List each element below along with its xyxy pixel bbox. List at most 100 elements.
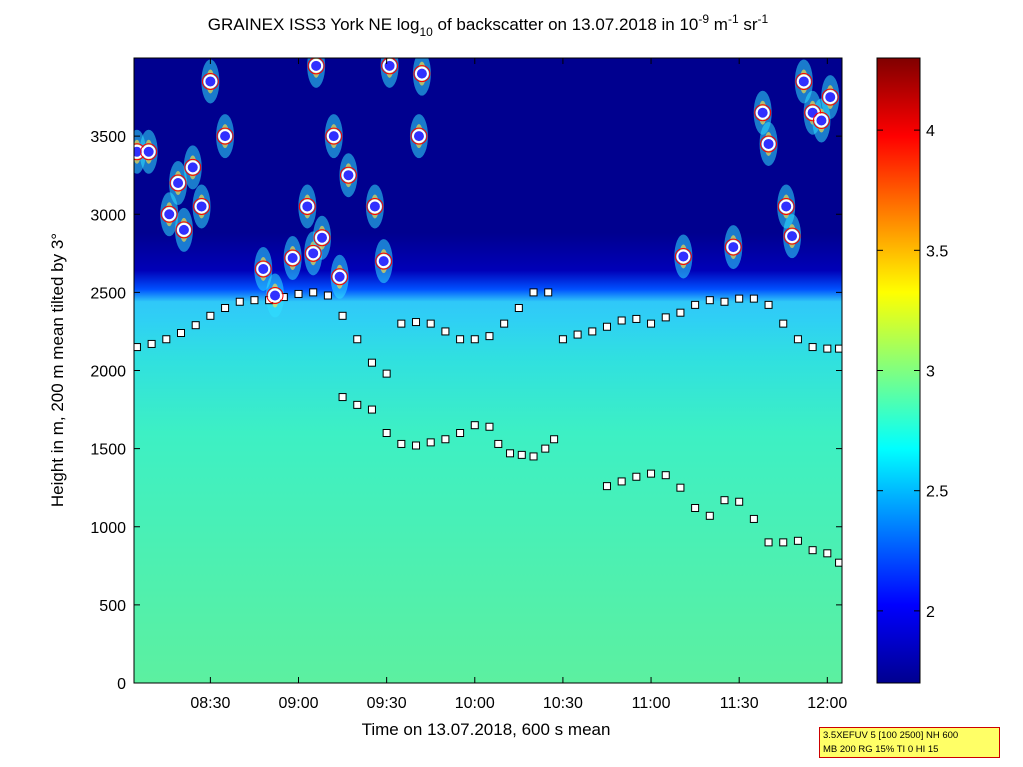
cloud-detection-ring [381, 58, 399, 75]
cloud-detection-ring [169, 174, 187, 192]
y-tick-label: 1500 [90, 442, 126, 459]
cloud-detection-circle [376, 254, 391, 269]
cloud-detection-circle [256, 261, 271, 276]
detection-square [823, 344, 832, 353]
cloud-detection-ring [339, 166, 357, 184]
y-tick-label: 0 [117, 676, 126, 693]
info-line-2: MB 200 RG 15% TI 0 HI 15 [823, 744, 939, 755]
cloud-detection-ring [140, 143, 158, 161]
detection-square [764, 300, 773, 309]
cloud-detection-ring [216, 127, 234, 145]
cloud-detection-circle [796, 74, 811, 89]
cloud-detection-ring [754, 104, 772, 122]
cloud-detection-circle [309, 58, 324, 73]
detection-square [353, 400, 362, 409]
detection-square [808, 546, 817, 555]
detection-square [441, 327, 450, 336]
detection-square [134, 343, 141, 352]
detection-square [206, 311, 215, 320]
cloud-detection-ring [298, 197, 316, 215]
cloud-detection-circle [411, 129, 426, 144]
detection-square [177, 329, 186, 337]
detection-square [573, 330, 582, 339]
cloud-detection-ring [266, 287, 284, 304]
cloud-detection-circle [755, 105, 770, 120]
detection-square [735, 294, 744, 303]
chart-title: GRAINEX ISS3 York NE log10 of backscatte… [208, 12, 769, 39]
title-exp3: -1 [758, 12, 769, 26]
cloud-detection-ring [325, 127, 343, 145]
cloud-detection-circle [382, 58, 397, 73]
colorbar-tick-label: 4 [926, 123, 935, 140]
cloud-detection-circle [268, 288, 283, 303]
title-prefix: GRAINEX ISS3 York NE log [208, 15, 420, 34]
detection-square [191, 321, 200, 330]
detection-square [412, 441, 421, 450]
detection-square [309, 288, 318, 297]
x-tick-label: 12:00 [807, 695, 847, 712]
cloud-detection-ring [410, 127, 428, 145]
detection-square [647, 469, 656, 478]
processing-info-box: 3.5XEFUV 5 [100 2500] NH 600 MB 200 RG 1… [819, 727, 1000, 758]
cloud-detection-circle [162, 207, 177, 222]
cloud-detection-ring [812, 112, 830, 129]
detection-square [221, 304, 230, 312]
detection-square [793, 335, 802, 344]
detection-square [367, 405, 376, 414]
x-tick-label: 10:00 [455, 695, 495, 712]
title-exp1: -9 [698, 12, 709, 26]
detection-square [506, 449, 515, 458]
y-tick-label: 500 [99, 598, 126, 615]
detection-square [676, 483, 685, 492]
detection-square [705, 511, 714, 520]
detection-square [470, 421, 479, 430]
cloud-detection-circle [814, 113, 829, 128]
detection-square [823, 549, 832, 558]
y-tick-label: 3500 [90, 129, 126, 146]
info-line-1: 3.5XEFUV 5 [100 2500] NH 600 [823, 730, 959, 741]
detection-square [517, 450, 526, 459]
cloud-detection-circle [414, 66, 429, 81]
x-tick-label: 08:30 [190, 695, 230, 712]
detection-square [382, 429, 391, 437]
cloud-detection-circle [218, 129, 233, 144]
detection-square [541, 444, 550, 453]
detection-square [162, 335, 171, 344]
detection-square [514, 304, 523, 312]
cloud-detection-ring [413, 65, 431, 83]
x-axis-label: Time on 13.07.2018, 600 s mean [362, 720, 611, 739]
cloud-detection-ring [783, 227, 801, 245]
detection-square [779, 538, 788, 547]
y-tick-label: 1000 [90, 520, 126, 537]
title-exp2: -1 [728, 12, 739, 26]
title-unit2: sr [739, 15, 758, 34]
detection-square [720, 496, 729, 505]
detection-square [382, 369, 391, 378]
detection-square [602, 482, 611, 491]
detection-square [338, 393, 347, 402]
cloud-detection-ring [304, 244, 322, 262]
detection-square [691, 300, 700, 309]
detection-square [720, 297, 729, 306]
detection-square [691, 504, 700, 512]
detection-square [793, 536, 802, 545]
x-tick-label: 11:00 [632, 695, 671, 712]
detection-square [676, 308, 685, 317]
cloud-detection-circle [726, 240, 741, 255]
cloud-detection-ring [254, 260, 272, 278]
cloud-detection-ring [184, 158, 202, 176]
cloud-detection-circle [300, 199, 315, 214]
detection-square [647, 319, 656, 328]
detection-square [705, 296, 714, 305]
detection-square [835, 558, 842, 567]
cloud-detection-circle [761, 136, 776, 151]
detection-square [558, 335, 567, 344]
y-axis-label: Height in m, 200 m mean tilted by 3° [48, 233, 67, 507]
colorbar-tick-label: 3 [926, 364, 935, 381]
detection-square [500, 319, 509, 328]
title-middle: of backscatter on 13.07.2018 in 10 [433, 15, 699, 34]
cloud-detection-circle [203, 74, 218, 89]
detection-square [456, 429, 465, 437]
detection-square [808, 343, 817, 352]
